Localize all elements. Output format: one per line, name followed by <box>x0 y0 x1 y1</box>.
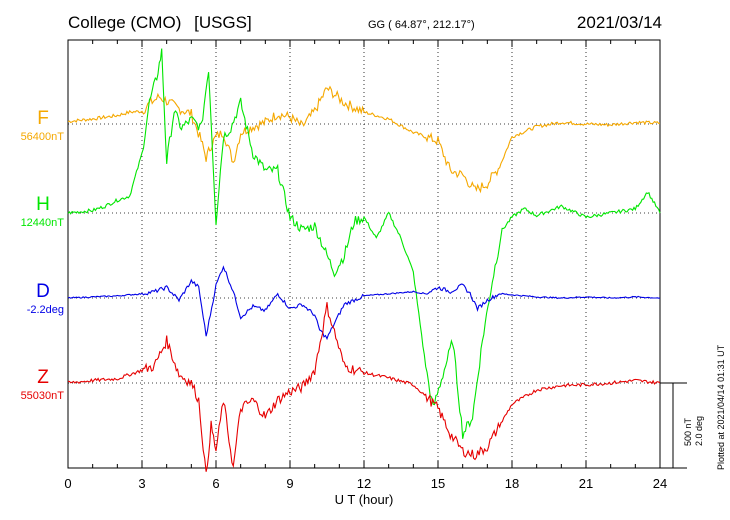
x-tick-label-15: 15 <box>431 476 445 491</box>
x-tick-label-18: 18 <box>505 476 519 491</box>
series-line-D <box>67 265 661 341</box>
channel-letter-H: H <box>36 194 50 215</box>
chart-date: 2021/03/14 <box>577 13 662 32</box>
channel-letter-Z: Z <box>37 367 49 388</box>
baselines <box>68 123 660 384</box>
channel-baseline-Z: 55030nT <box>21 390 65 402</box>
scale-bar: 500 nT 2.0 deg <box>660 382 704 469</box>
x-axis-ticks: 0 3 6 9 12 15 18 21 24 <box>64 40 667 491</box>
station-coordinates: GG ( 64.87°, 212.17°) <box>368 19 475 31</box>
channel-baseline-F: 56400nT <box>21 131 65 143</box>
channel-letter-D: D <box>36 281 50 302</box>
station-name: College (CMO) <box>68 13 181 32</box>
channel-baseline-H: 12440nT <box>21 217 65 229</box>
data-source: [USGS] <box>194 13 252 32</box>
x-tick-label-12: 12 <box>357 476 371 491</box>
scale-deg-label: 2.0 deg <box>694 416 704 446</box>
chart-title: College (CMO) [USGS] <box>68 13 252 32</box>
x-tick-label-0: 0 <box>64 476 71 491</box>
x-tick-label-3: 3 <box>138 476 145 491</box>
series-line-Z <box>67 302 661 472</box>
grid <box>141 40 587 468</box>
x-tick-label-21: 21 <box>579 476 593 491</box>
x-tick-label-6: 6 <box>212 476 219 491</box>
channel-labels: F 56400nT H 12440nT D -2.2deg Z 55030nT <box>21 108 65 402</box>
x-tick-label-9: 9 <box>286 476 293 491</box>
plotted-at-note: Plotted at 2021/04/14 01:31 UT <box>716 344 726 470</box>
x-axis-label: U T (hour) <box>335 492 394 507</box>
scale-nt-label: 500 nT <box>683 417 693 446</box>
x-tick-label-24: 24 <box>653 476 667 491</box>
series-line-F <box>67 85 661 194</box>
series-group <box>67 48 661 472</box>
series-line-H <box>67 48 661 439</box>
channel-baseline-D: -2.2deg <box>27 304 64 316</box>
channel-letter-F: F <box>37 108 49 129</box>
